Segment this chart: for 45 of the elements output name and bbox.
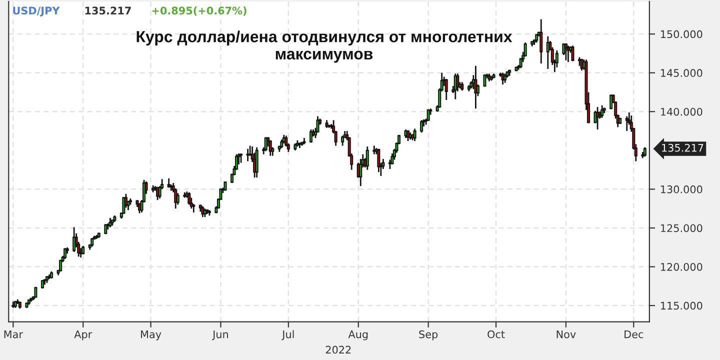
candlestick [188, 192, 191, 206]
candlestick [571, 44, 574, 62]
x-tick-label: Mar [4, 330, 23, 338]
candlestick [266, 136, 270, 148]
candlestick [444, 78, 448, 101]
annotation: +0.895(+0.67%) [152, 6, 246, 16]
candlestick [377, 148, 380, 173]
candlestick [555, 50, 558, 68]
y-tick-label: 140.000 [661, 108, 702, 116]
candlestick [72, 226, 76, 253]
text: Курс доллар/иена отодвинулся от многолетних максимумов [136, 30, 512, 63]
candlestick [268, 140, 272, 157]
candlestick [201, 206, 204, 218]
candlestick [341, 134, 344, 146]
y-tick-label: 125.000 [661, 224, 702, 232]
y-tick-label: 115.000 [661, 302, 702, 310]
x-tick-label: Nov [556, 330, 576, 338]
annotation: USD/JPY [13, 6, 60, 16]
candlestick [390, 152, 394, 166]
y-tick-label: 130.000 [661, 185, 702, 194]
y-tick-label: 120.000 [661, 262, 702, 271]
candlestick [59, 259, 62, 272]
x-tick-label: May [141, 330, 162, 340]
x-tick-label: Oct [488, 330, 505, 338]
x-tick-label: Sep [419, 330, 438, 340]
x-tick-label: Jul [282, 330, 294, 340]
candlestick [359, 158, 362, 187]
candlestick [366, 146, 369, 170]
x-axis-title: 2022 [326, 346, 351, 354]
candlestick [176, 192, 180, 206]
candlestick [625, 116, 628, 132]
x-tick-label: Apr [74, 330, 92, 340]
x-tick-label: Aug [348, 330, 368, 340]
candlestick [230, 172, 234, 184]
candlestick [504, 72, 507, 84]
annotation: 135.217 [85, 6, 131, 15]
x-tick-label: Jun [212, 330, 228, 340]
candlestick [108, 217, 112, 228]
y-tick-label: 150.000 [661, 30, 702, 38]
y-tick-label: 145.000 [661, 69, 702, 77]
candlestick [255, 146, 258, 178]
x-tick-label: Dec [624, 330, 644, 338]
candlestick [643, 146, 646, 158]
candlestick [413, 128, 416, 142]
annotation: 135.217 [662, 144, 704, 152]
